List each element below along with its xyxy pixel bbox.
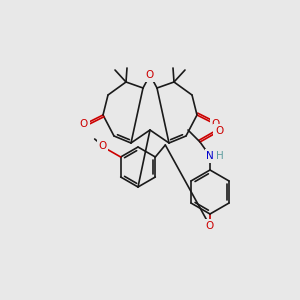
Text: O: O xyxy=(80,119,88,129)
Text: O: O xyxy=(215,126,223,136)
Text: H: H xyxy=(216,151,224,161)
Text: O: O xyxy=(146,70,154,80)
Text: O: O xyxy=(99,141,107,151)
Text: O: O xyxy=(206,221,214,231)
Text: O: O xyxy=(212,119,220,129)
Text: N: N xyxy=(206,151,214,161)
